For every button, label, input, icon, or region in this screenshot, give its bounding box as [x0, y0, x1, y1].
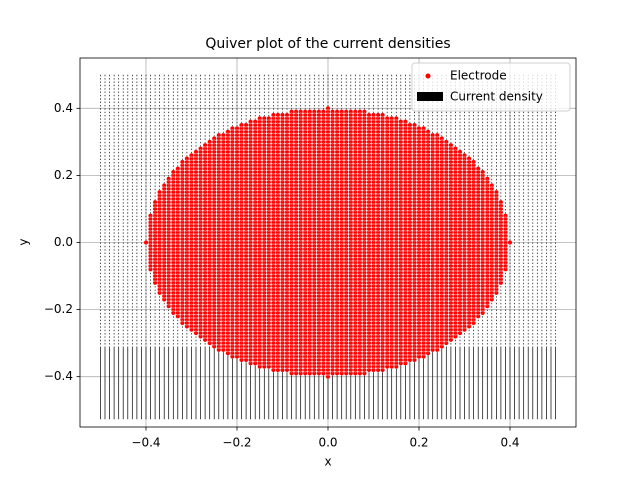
x-tick-label: −0.2: [222, 436, 251, 450]
legend-marker: [417, 92, 443, 101]
x-tick-label: −0.4: [131, 436, 160, 450]
legend-label: Electrode: [450, 69, 507, 83]
electrode-points: [143, 105, 513, 380]
legend-marker: [425, 73, 431, 79]
axes-frame: [79, 57, 577, 428]
chart-title: Quiver plot of the current densities: [205, 36, 450, 52]
y-axis-label: y: [17, 238, 31, 245]
y-tick-label: 0.0: [54, 235, 73, 249]
x-axis-label: x: [324, 455, 331, 469]
y-tick-label: 0.4: [54, 101, 73, 115]
y-tick-label: −0.4: [44, 369, 73, 383]
y-tick-label: −0.2: [44, 302, 73, 316]
x-tick-label: 0.4: [500, 436, 519, 450]
legend-label: Current density: [450, 90, 543, 104]
x-tick-label: 0.2: [409, 436, 428, 450]
y-tick-label: 0.2: [54, 168, 73, 182]
x-tick-label: 0.0: [318, 436, 337, 450]
legend-box: [411, 62, 571, 112]
